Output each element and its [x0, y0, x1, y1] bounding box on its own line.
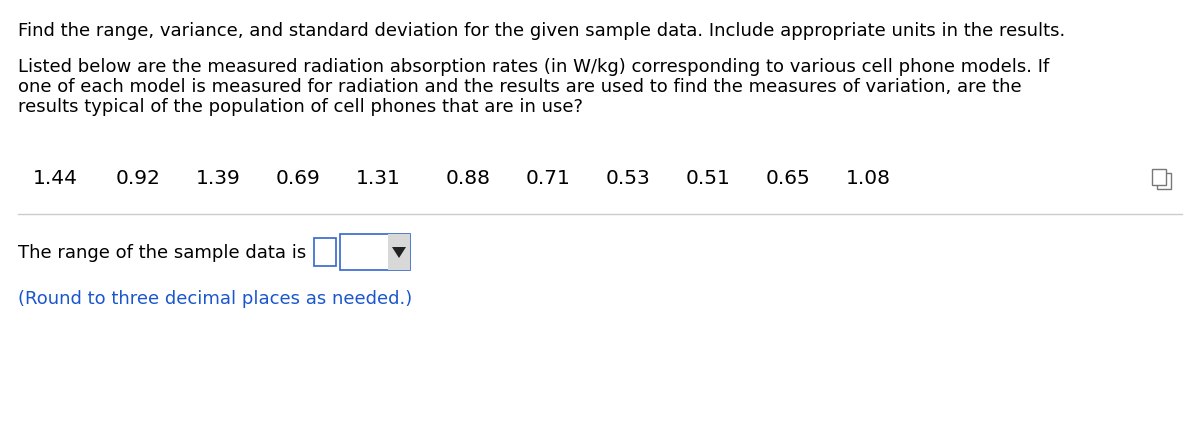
Text: 0.51: 0.51	[685, 168, 731, 187]
Text: The range of the sample data is: The range of the sample data is	[18, 243, 306, 262]
Text: 0.69: 0.69	[276, 168, 320, 187]
FancyBboxPatch shape	[314, 239, 336, 266]
Text: 1.31: 1.31	[355, 168, 401, 187]
FancyBboxPatch shape	[340, 234, 410, 271]
Text: Find the range, variance, and standard deviation for the given sample data. Incl: Find the range, variance, and standard d…	[18, 22, 1066, 40]
Text: 0.88: 0.88	[445, 168, 491, 187]
Text: results typical of the population of cell phones that are in use?: results typical of the population of cel…	[18, 98, 583, 116]
Text: 1.39: 1.39	[196, 168, 240, 187]
Text: 0.92: 0.92	[115, 168, 161, 187]
Text: one of each model is measured for radiation and the results are used to find the: one of each model is measured for radiat…	[18, 78, 1021, 96]
FancyBboxPatch shape	[1152, 170, 1166, 186]
Text: (Round to three decimal places as needed.): (Round to three decimal places as needed…	[18, 289, 413, 307]
Text: 0.65: 0.65	[766, 168, 810, 187]
Text: 0.71: 0.71	[526, 168, 570, 187]
Text: Listed below are the measured radiation absorption rates (in W/kg) corresponding: Listed below are the measured radiation …	[18, 58, 1049, 76]
Text: 0.53: 0.53	[606, 168, 650, 187]
Polygon shape	[392, 248, 406, 259]
Text: 1.44: 1.44	[32, 168, 78, 187]
FancyBboxPatch shape	[1157, 173, 1171, 190]
FancyBboxPatch shape	[388, 234, 410, 271]
Text: 1.08: 1.08	[846, 168, 890, 187]
